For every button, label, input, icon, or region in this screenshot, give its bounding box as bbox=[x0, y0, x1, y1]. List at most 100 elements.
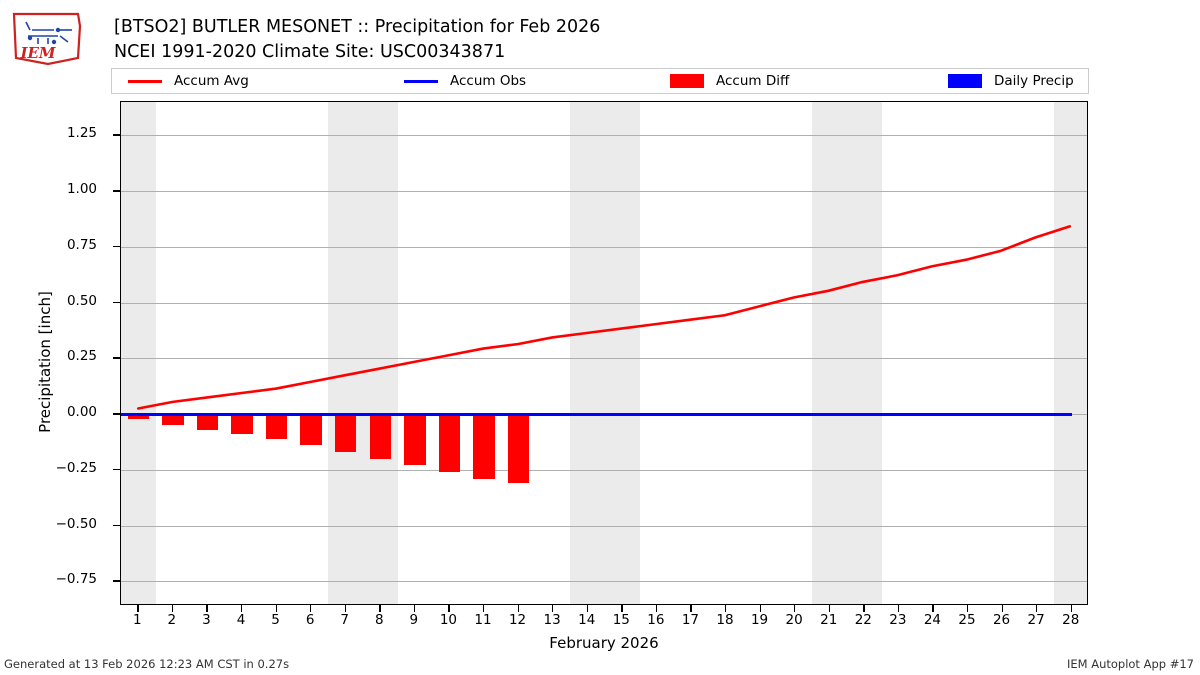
y-tick-mark bbox=[113, 413, 120, 415]
legend-swatch-daily-precip bbox=[948, 74, 982, 88]
gridline bbox=[121, 358, 1087, 360]
x-tick-label: 27 bbox=[1027, 612, 1045, 628]
y-tick-mark bbox=[113, 301, 120, 303]
x-tick-mark bbox=[137, 605, 139, 612]
x-tick-mark bbox=[1036, 605, 1038, 612]
y-axis-label: Precipitation [inch] bbox=[36, 291, 54, 433]
x-tick-mark bbox=[413, 605, 416, 612]
chart-legend: Accum Avg Accum Obs Accum Diff Daily Pre… bbox=[111, 68, 1089, 94]
x-tick-label: 1 bbox=[132, 612, 142, 628]
y-tick-label: 0.00 bbox=[66, 404, 97, 421]
gridline bbox=[121, 246, 1087, 248]
x-tick-label: 6 bbox=[305, 612, 315, 628]
x-tick-label: 12 bbox=[508, 612, 527, 628]
accum-diff-bar bbox=[265, 414, 288, 439]
legend-swatch-accum-obs bbox=[404, 79, 438, 83]
y-tick-mark bbox=[113, 580, 120, 582]
y-tick-mark bbox=[113, 134, 120, 136]
gridline bbox=[121, 525, 1087, 527]
x-tick-mark bbox=[552, 605, 554, 612]
chart-axes bbox=[120, 101, 1088, 605]
legend-item-daily-precip[interactable]: Daily Precip bbox=[948, 69, 1074, 93]
x-tick-mark bbox=[1070, 605, 1072, 612]
y-tick-mark bbox=[113, 524, 120, 526]
accum-diff-bar bbox=[231, 414, 253, 435]
x-tick-label: 8 bbox=[374, 612, 384, 628]
x-tick-label: 9 bbox=[409, 612, 419, 628]
footer-generated-text: Generated at 13 Feb 2026 12:23 AM CST in… bbox=[4, 657, 290, 671]
y-tick-label: −0.75 bbox=[55, 571, 97, 588]
page-subtitle: NCEI 1991-2020 Climate Site: USC00343871 bbox=[114, 42, 506, 62]
x-tick-mark bbox=[759, 605, 761, 612]
x-tick-mark bbox=[586, 605, 588, 612]
x-tick-mark bbox=[448, 605, 450, 612]
x-tick-label: 21 bbox=[820, 612, 838, 628]
x-tick-mark bbox=[483, 605, 485, 612]
x-tick-mark bbox=[275, 605, 277, 612]
x-tick-label: 5 bbox=[271, 612, 280, 628]
x-tick-label: 14 bbox=[578, 612, 596, 628]
weekend-band bbox=[812, 102, 882, 604]
legend-item-accum-avg[interactable]: Accum Avg bbox=[128, 69, 249, 93]
x-tick-label: 20 bbox=[785, 612, 803, 628]
weekend-band bbox=[1054, 102, 1087, 604]
legend-label-accum-diff: Accum Diff bbox=[716, 73, 790, 89]
x-tick-mark bbox=[725, 605, 727, 612]
x-tick-mark bbox=[621, 605, 623, 612]
gridline bbox=[121, 135, 1087, 137]
legend-item-accum-diff[interactable]: Accum Diff bbox=[670, 69, 789, 93]
x-tick-label: 7 bbox=[340, 612, 349, 628]
x-tick-mark bbox=[897, 605, 900, 612]
gridline bbox=[121, 191, 1087, 193]
y-tick-label: 0.50 bbox=[66, 292, 97, 309]
legend-item-accum-obs[interactable]: Accum Obs bbox=[404, 69, 526, 93]
gridline bbox=[121, 302, 1087, 304]
x-tick-mark bbox=[310, 605, 312, 612]
x-tick-label: 4 bbox=[236, 612, 246, 628]
x-tick-label: 16 bbox=[647, 612, 665, 628]
accum-diff-bar bbox=[438, 414, 461, 473]
x-tick-label: 17 bbox=[681, 612, 700, 628]
x-tick-label: 19 bbox=[750, 612, 769, 628]
footer-app-text: IEM Autoplot App #17 bbox=[1066, 657, 1194, 671]
accum-diff-bar bbox=[507, 414, 530, 484]
x-tick-mark bbox=[241, 605, 243, 612]
x-tick-label: 13 bbox=[543, 612, 561, 628]
accum-diff-bar bbox=[404, 414, 426, 466]
x-tick-mark bbox=[932, 605, 934, 612]
x-tick-label: 26 bbox=[992, 612, 1011, 628]
y-tick-mark bbox=[113, 190, 120, 192]
accum-diff-bar bbox=[334, 414, 357, 453]
x-tick-label: 2 bbox=[167, 612, 177, 628]
accum-obs-line bbox=[121, 412, 1072, 416]
legend-swatch-accum-diff bbox=[670, 74, 704, 88]
y-tick-mark bbox=[113, 468, 120, 471]
accum-avg-line bbox=[121, 102, 1087, 604]
x-axis-label: February 2026 bbox=[549, 634, 659, 652]
x-tick-mark bbox=[655, 605, 658, 612]
x-tick-label: 18 bbox=[716, 612, 734, 628]
accum-diff-bar bbox=[196, 414, 219, 430]
iem-logo[interactable]: IEM bbox=[8, 8, 86, 68]
x-tick-label: 24 bbox=[923, 612, 942, 628]
x-tick-mark bbox=[690, 605, 692, 612]
y-tick-label: 1.25 bbox=[66, 125, 97, 142]
gridline bbox=[121, 581, 1087, 583]
x-tick-label: 10 bbox=[439, 612, 458, 628]
x-tick-mark bbox=[1001, 605, 1003, 612]
y-tick-label: 0.25 bbox=[66, 348, 97, 365]
x-tick-mark bbox=[517, 605, 519, 612]
x-tick-label: 15 bbox=[612, 612, 630, 628]
x-tick-mark bbox=[828, 605, 830, 612]
x-tick-mark bbox=[794, 605, 796, 612]
x-tick-mark bbox=[171, 605, 174, 612]
x-tick-label: 28 bbox=[1062, 612, 1080, 628]
accum-diff-bar bbox=[300, 414, 322, 446]
y-tick-label: 0.75 bbox=[66, 236, 97, 253]
x-tick-label: 3 bbox=[202, 612, 211, 628]
y-tick-mark bbox=[113, 245, 120, 248]
x-tick-label: 11 bbox=[474, 612, 492, 628]
weekend-band bbox=[328, 102, 398, 604]
accum-diff-bar bbox=[127, 414, 149, 419]
